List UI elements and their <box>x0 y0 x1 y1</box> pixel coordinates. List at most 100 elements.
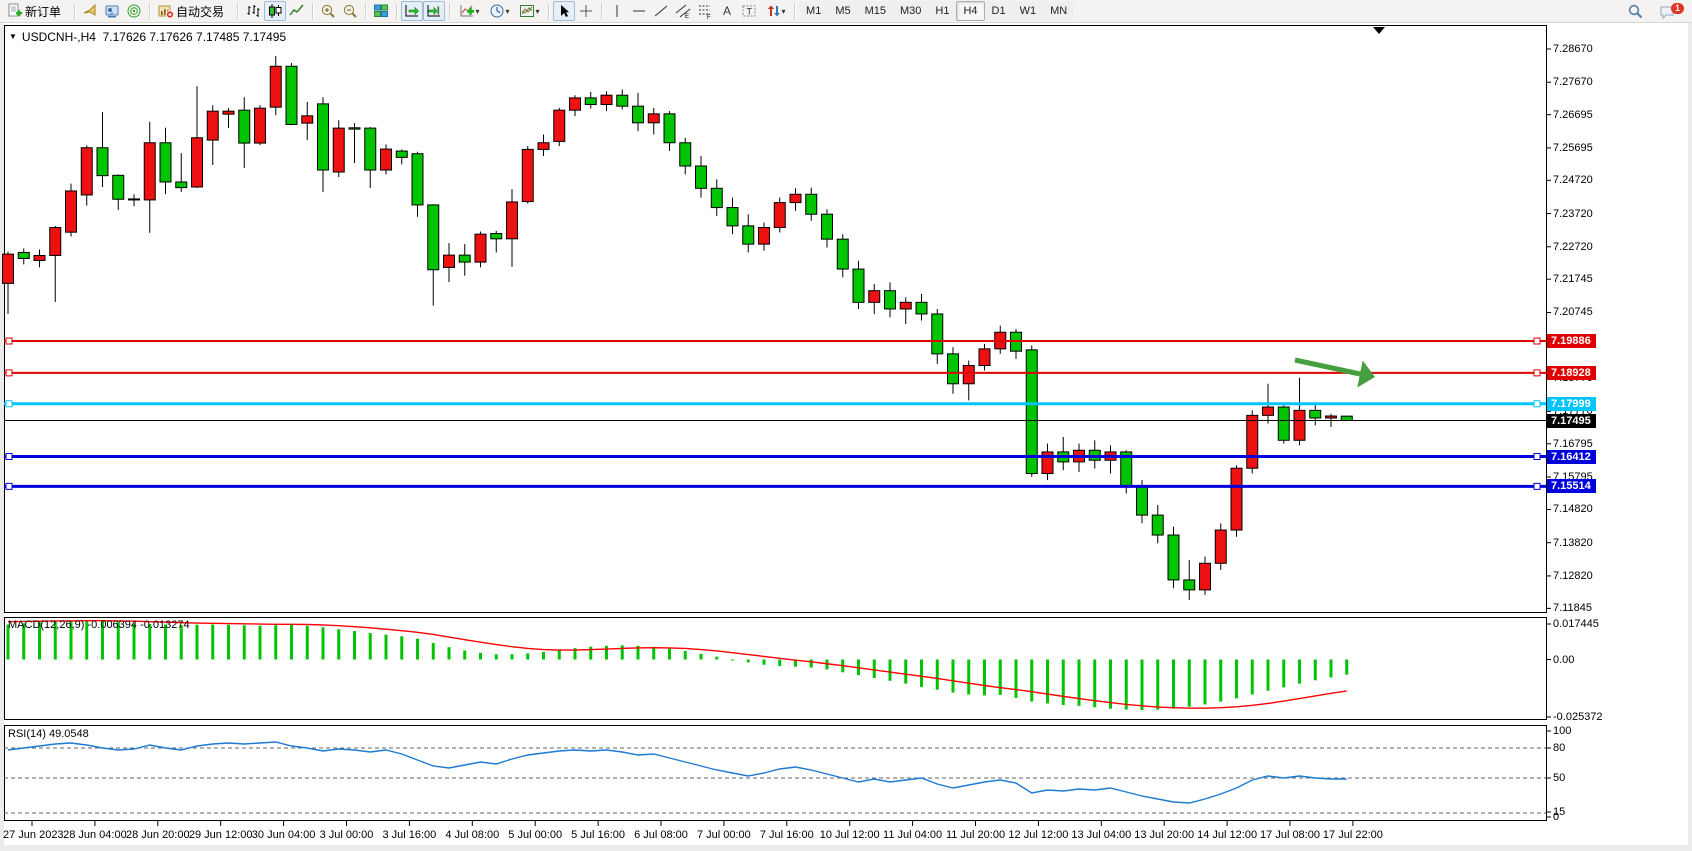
trendline-icon <box>653 3 669 19</box>
metaeditor-icon <box>104 3 120 19</box>
zoom-in-button[interactable] <box>317 1 339 21</box>
chart-ohlc: 7.17626 7.17626 7.17485 7.17495 <box>102 30 287 44</box>
timeframe-D1[interactable]: D1 <box>984 1 1013 21</box>
timeframe-W1[interactable]: W1 <box>1012 1 1044 21</box>
candlestick-chart-icon <box>267 3 283 19</box>
arrows-icon <box>765 3 781 19</box>
timeframe-M15[interactable]: M15 <box>857 1 893 21</box>
cursor-icon <box>556 3 572 19</box>
zoom-in-icon <box>320 3 336 19</box>
separator <box>548 2 550 20</box>
separator <box>149 2 151 20</box>
separator <box>312 2 314 20</box>
text-button[interactable]: A <box>716 1 738 21</box>
chat-button[interactable]: 1 <box>1656 2 1684 22</box>
candlestick-chart-button[interactable] <box>264 1 287 21</box>
separator <box>237 2 239 20</box>
text-label-icon: T <box>741 3 757 19</box>
separator <box>74 2 76 20</box>
channel-icon: E <box>675 3 691 19</box>
text-label-button[interactable]: T <box>738 1 760 21</box>
search-button[interactable] <box>1624 2 1646 22</box>
toolbar: 新订单 自动交易 ▾ ▾ ▾ E F A T ▾ M1 M5 M15 M30 H1 H4 D… <box>0 0 1692 23</box>
macd-indicator-label: MACD(12,26,9) -0.006394 -0.013274 <box>8 619 190 631</box>
vertical-line-button[interactable] <box>606 1 628 21</box>
bar-chart-icon <box>245 3 261 19</box>
svg-text:F: F <box>707 15 711 19</box>
vertical-line-icon <box>609 3 625 19</box>
line-chart-icon <box>289 3 305 19</box>
timeframe-H1[interactable]: H1 <box>928 1 957 21</box>
one-click-trading-collapse-icon[interactable]: ▼ <box>9 32 17 41</box>
indicators-button[interactable]: ▾ <box>454 1 484 21</box>
templates-button[interactable]: ▾ <box>514 1 544 21</box>
chevron-down-icon: ▾ <box>781 6 786 16</box>
macd-values: -0.006394 -0.013274 <box>87 619 190 631</box>
timeframe-H4[interactable]: H4 <box>956 1 985 21</box>
signals-button[interactable] <box>123 1 145 21</box>
separator <box>365 2 367 20</box>
sound-button[interactable] <box>79 1 101 21</box>
chevron-down-icon: ▾ <box>475 6 480 16</box>
search-icon <box>1627 3 1644 20</box>
svg-text:T: T <box>747 7 753 17</box>
periods-icon <box>489 3 505 19</box>
indicators-icon <box>459 3 475 19</box>
metaeditor-button[interactable] <box>101 1 123 21</box>
new-order-label: 新订单 <box>25 4 62 19</box>
svg-text:A: A <box>723 4 731 18</box>
crosshair-button[interactable] <box>575 1 597 21</box>
channel-button[interactable]: E <box>672 1 694 21</box>
crosshair-icon <box>578 3 594 19</box>
templates-icon <box>519 3 535 19</box>
timeframe-group: M1 M5 M15 M30 H1 H4 D1 W1 MN <box>799 1 1075 21</box>
chevron-down-icon: ▾ <box>535 6 540 16</box>
periods-button[interactable]: ▾ <box>484 1 514 21</box>
auto-scroll-icon <box>404 3 420 19</box>
fibonacci-button[interactable]: F <box>694 1 716 21</box>
sound-icon <box>82 3 98 19</box>
new-order-button[interactable]: 新订单 <box>3 1 70 21</box>
tile-windows-icon <box>373 3 389 19</box>
separator <box>794 2 796 20</box>
line-chart-button[interactable] <box>286 1 308 21</box>
tile-windows-button[interactable] <box>370 1 392 21</box>
signals-icon <box>126 3 142 19</box>
timeframe-M30[interactable]: M30 <box>893 1 929 21</box>
autotrading-button[interactable]: 自动交易 <box>154 1 233 21</box>
notification-badge: 1 <box>1670 2 1684 14</box>
text-icon: A <box>719 3 735 19</box>
chart-symbol-period: USDCNH-,H4 <box>21 30 96 44</box>
chart-title: ▼ USDCNH-,H4 7.17626 7.17626 7.17485 7.17… <box>9 30 286 44</box>
horizontal-line-button[interactable] <box>628 1 650 21</box>
arrows-button[interactable]: ▾ <box>760 1 790 21</box>
separator <box>601 2 603 20</box>
timeframe-MN[interactable]: MN <box>1043 1 1075 21</box>
main-chart-panel[interactable] <box>4 25 1547 613</box>
autotrading-label: 自动交易 <box>176 4 225 19</box>
rsi-indicator-label: RSI(14) 49.0548 <box>8 728 89 740</box>
trendline-button[interactable] <box>650 1 672 21</box>
cursor-button[interactable] <box>553 1 576 21</box>
zoom-out-button[interactable] <box>339 1 361 21</box>
timeframe-M5[interactable]: M5 <box>828 1 858 21</box>
chevron-down-icon: ▾ <box>505 6 510 16</box>
autotrading-icon <box>158 3 175 19</box>
separator <box>449 2 451 20</box>
toolbar-right-group: 1 <box>1624 0 1684 23</box>
macd-panel[interactable] <box>4 617 1547 720</box>
chart-shift-icon <box>426 3 442 19</box>
new-order-icon <box>7 3 23 19</box>
bar-chart-button[interactable] <box>242 1 264 21</box>
svg-text:E: E <box>685 14 689 19</box>
zoom-out-icon <box>342 3 358 19</box>
rsi-panel[interactable] <box>4 725 1547 821</box>
timeframe-M1[interactable]: M1 <box>799 1 829 21</box>
chart-shift-button[interactable] <box>423 1 446 21</box>
rsi-value: 49.0548 <box>48 728 89 740</box>
fibonacci-icon: F <box>697 3 713 19</box>
macd-name: MACD(12,26,9) <box>8 619 85 631</box>
auto-scroll-button[interactable] <box>401 1 424 21</box>
rsi-name: RSI(14) <box>8 728 46 740</box>
horizontal-line-icon <box>631 3 647 19</box>
